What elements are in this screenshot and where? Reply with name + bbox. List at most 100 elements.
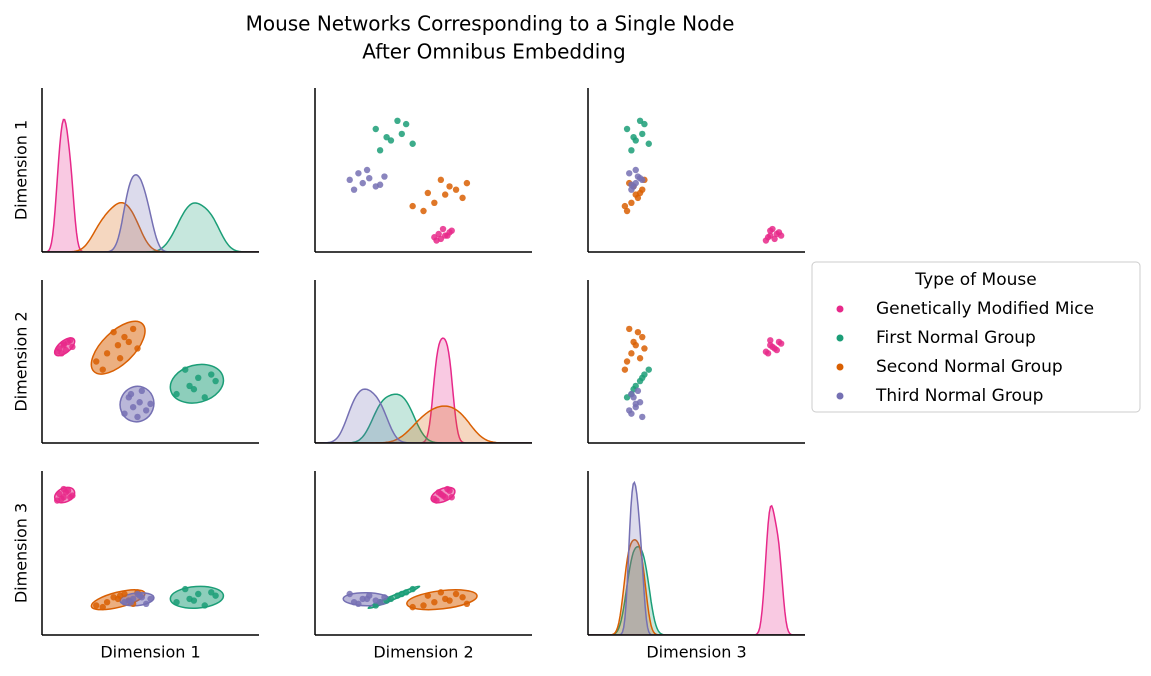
kde-area	[42, 203, 259, 252]
kde-area	[42, 119, 259, 252]
scatter-point	[110, 594, 117, 601]
scatter-point	[121, 333, 128, 341]
kde-line	[315, 337, 532, 443]
scatter-point	[53, 497, 61, 504]
kde-area	[588, 482, 805, 635]
confidence-ellipse	[169, 363, 225, 404]
scatter-point	[636, 355, 644, 362]
scatter-point	[632, 400, 639, 408]
scatter-point	[136, 399, 143, 406]
scatter-point	[190, 597, 198, 604]
scatter-point	[645, 366, 652, 373]
legend-title: Type of Mouse	[914, 270, 1036, 290]
scatter-point	[376, 147, 384, 154]
scatter-point	[444, 485, 451, 493]
scatter-point	[634, 173, 642, 180]
scatter-point	[448, 494, 455, 501]
scatter-point	[639, 333, 646, 341]
scatter-point	[127, 390, 135, 398]
scatter-point	[463, 179, 471, 187]
scatter-point	[623, 125, 631, 133]
scatter-point	[103, 350, 111, 357]
kde-area	[315, 394, 532, 443]
scatter-point	[409, 603, 416, 611]
legend-label: Genetically Modified Mice	[876, 299, 1094, 319]
scatter-point	[623, 358, 631, 365]
scatter-point	[56, 490, 63, 498]
kde-area	[315, 389, 532, 443]
scatter-point	[114, 342, 122, 349]
scatter-point	[767, 227, 774, 234]
scatter-point	[116, 592, 124, 599]
scatter-point	[127, 599, 135, 606]
scatter-point	[641, 345, 648, 352]
panel	[315, 337, 532, 443]
scatter-point	[621, 202, 629, 210]
kde-line	[588, 539, 805, 635]
kde-area	[588, 505, 805, 635]
scatter-point	[424, 592, 432, 599]
scatter-point	[437, 589, 445, 596]
scatter-point	[645, 140, 652, 147]
scatter-point	[381, 594, 388, 601]
scatter-point	[420, 207, 427, 215]
y-axis-label: Dimension 3	[12, 503, 31, 603]
scatter-point	[777, 232, 785, 239]
scatter-point	[182, 366, 189, 373]
scatter-point	[67, 337, 74, 344]
kde-area	[42, 174, 259, 252]
scatter-point	[110, 328, 117, 336]
scatter-point	[431, 599, 438, 606]
scatter-point	[623, 207, 631, 215]
panel	[342, 485, 478, 611]
scatter-point	[626, 170, 633, 177]
scatter-point	[420, 602, 427, 609]
x-axis-label: Dimension 1	[100, 643, 200, 662]
scatter-point	[376, 181, 384, 188]
scatter-point	[636, 117, 644, 125]
scatter-point	[452, 186, 460, 193]
scatter-point	[147, 595, 154, 603]
panel	[621, 325, 785, 421]
legend-label: Second Normal Group	[876, 357, 1063, 377]
scatter-point	[383, 134, 390, 141]
scatter-point	[437, 176, 445, 184]
scatter-point	[67, 494, 74, 501]
scatter-point	[639, 130, 646, 138]
scatter-point	[182, 585, 189, 593]
scatter-point	[446, 183, 453, 190]
x-axis-label: Dimension 3	[646, 643, 746, 662]
scatter-point	[444, 232, 451, 239]
scatter-point	[777, 340, 785, 347]
chart-title: After Omnibus Embedding	[362, 40, 625, 64]
legend-marker	[836, 363, 844, 371]
scatter-point	[409, 140, 416, 147]
panel	[53, 320, 225, 423]
scatter-point	[208, 371, 215, 378]
scatter-point	[142, 600, 150, 608]
scatter-point	[634, 387, 642, 395]
scatter-point	[630, 134, 637, 141]
scatter-point	[459, 194, 466, 202]
scatter-point	[134, 345, 141, 352]
scatter-point	[762, 348, 770, 355]
scatter-point	[212, 592, 219, 599]
scatter-point	[201, 602, 208, 609]
scatter-point	[433, 497, 440, 504]
scatter-point	[402, 589, 410, 596]
scatter-point	[363, 595, 371, 603]
scatter-point	[773, 346, 780, 354]
scatter-point	[632, 166, 639, 174]
scatter-point	[424, 189, 432, 197]
scatter-point	[439, 225, 447, 233]
panel	[588, 480, 805, 635]
kde-line	[315, 388, 532, 443]
scatter-point	[186, 382, 193, 390]
scatter-point	[201, 394, 208, 401]
scatter-point	[142, 407, 150, 414]
scatter-point	[93, 602, 100, 609]
scatter-point	[769, 343, 776, 351]
scatter-point	[628, 350, 635, 357]
scatter-point	[628, 147, 635, 154]
scatter-point	[628, 181, 635, 188]
